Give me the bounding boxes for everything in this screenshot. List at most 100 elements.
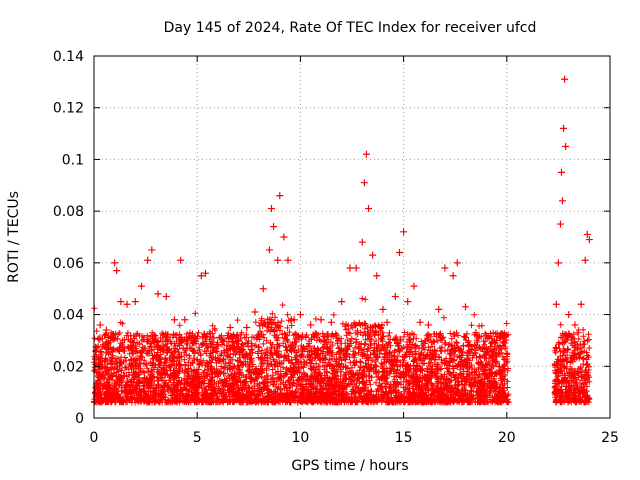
y-tick-label: 0.14: [53, 49, 84, 65]
y-axis-label: ROTI / TECUs: [6, 191, 22, 283]
y-tick-label: 0.1: [62, 152, 84, 168]
data-point: [265, 246, 273, 254]
data-point: [290, 316, 298, 324]
data-point: [552, 300, 560, 308]
data-point: [338, 298, 346, 306]
data-point: [113, 267, 121, 275]
data-point: [111, 259, 119, 267]
data-point: [383, 318, 391, 326]
data-point: [102, 326, 110, 334]
data-point: [581, 256, 589, 264]
data-point: [560, 124, 568, 132]
data-point: [453, 259, 461, 267]
data-point: [307, 321, 315, 329]
x-tick-label: 0: [90, 430, 99, 446]
data-point: [189, 336, 197, 344]
data-point: [274, 256, 282, 264]
data-point: [276, 192, 284, 200]
x-tick-label: 25: [601, 430, 619, 446]
data-point: [400, 228, 408, 236]
data-point: [416, 318, 424, 326]
data-points-band: [91, 295, 593, 406]
data-point: [462, 303, 470, 311]
y-tick-label: 0.02: [53, 359, 84, 375]
data-point: [346, 264, 354, 272]
y-tick-label: 0.06: [53, 256, 84, 272]
axis-ticks: [93, 55, 611, 419]
data-point: [410, 282, 418, 290]
data-point: [162, 292, 170, 300]
data-point: [243, 324, 251, 331]
data-point: [571, 321, 579, 329]
data-point: [577, 300, 585, 308]
data-point: [565, 311, 573, 319]
data-point: [501, 339, 509, 347]
data-point: [220, 347, 228, 355]
y-tick-label: 0: [75, 411, 84, 427]
data-point: [259, 285, 267, 293]
x-axis-label: GPS time / hours: [291, 458, 408, 474]
grid-lines: [94, 56, 610, 418]
data-point: [492, 336, 500, 344]
data-point: [373, 272, 381, 280]
x-tick-label: 10: [291, 430, 309, 446]
data-point: [117, 298, 125, 306]
data-point: [391, 292, 399, 300]
data-point: [404, 298, 412, 306]
data-point: [144, 256, 152, 264]
data-point: [583, 230, 591, 238]
data-point: [441, 264, 449, 272]
data-points-background: [91, 295, 593, 406]
data-point: [170, 316, 178, 324]
x-tick-label: 5: [193, 430, 202, 446]
data-point: [317, 316, 325, 324]
data-point: [561, 75, 569, 83]
data-point: [379, 305, 387, 313]
data-point: [197, 272, 205, 280]
data-point: [435, 305, 443, 313]
x-tick-label: 15: [395, 430, 413, 446]
data-point: [362, 150, 370, 158]
data-point: [270, 223, 278, 231]
data-point: [137, 282, 145, 290]
data-point: [296, 311, 304, 319]
data-point: [369, 251, 377, 259]
data-point: [424, 321, 432, 329]
data-point: [562, 143, 570, 150]
data-point: [251, 308, 259, 316]
data-point: [177, 256, 185, 264]
y-tick-label: 0.12: [53, 101, 84, 117]
plot-frame: [93, 55, 611, 419]
y-tick-label: 0.04: [53, 308, 84, 324]
x-tick-label: 20: [498, 430, 516, 446]
data-point: [585, 236, 593, 244]
data-point: [181, 316, 189, 324]
data-point: [96, 321, 104, 329]
data-point: [280, 233, 288, 241]
x-tick-labels: 0 5 10 15 20 25: [90, 430, 619, 446]
data-point: [358, 238, 366, 246]
data-point: [395, 249, 403, 257]
data-point: [210, 334, 218, 342]
data-point: [201, 269, 209, 277]
data-point: [352, 264, 360, 272]
data-point: [449, 272, 457, 280]
data-point: [503, 349, 511, 357]
data-points: [96, 75, 593, 357]
data-point: [559, 197, 567, 205]
y-tick-labels: 0 0.02 0.04 0.06 0.08 0.1 0.12 0.14: [53, 49, 84, 427]
data-point: [472, 329, 480, 337]
data-point: [365, 205, 373, 213]
data-point: [131, 298, 139, 306]
data-point: [360, 179, 368, 187]
data-point: [123, 300, 131, 308]
data-point: [556, 220, 564, 228]
chart-title: Day 145 of 2024, Rate Of TEC Index for r…: [164, 20, 537, 36]
data-point: [234, 336, 242, 344]
data-point: [268, 205, 276, 213]
data-point: [154, 290, 162, 298]
data-point: [284, 256, 292, 264]
data-point: [148, 246, 156, 254]
y-tick-label: 0.08: [53, 204, 84, 220]
